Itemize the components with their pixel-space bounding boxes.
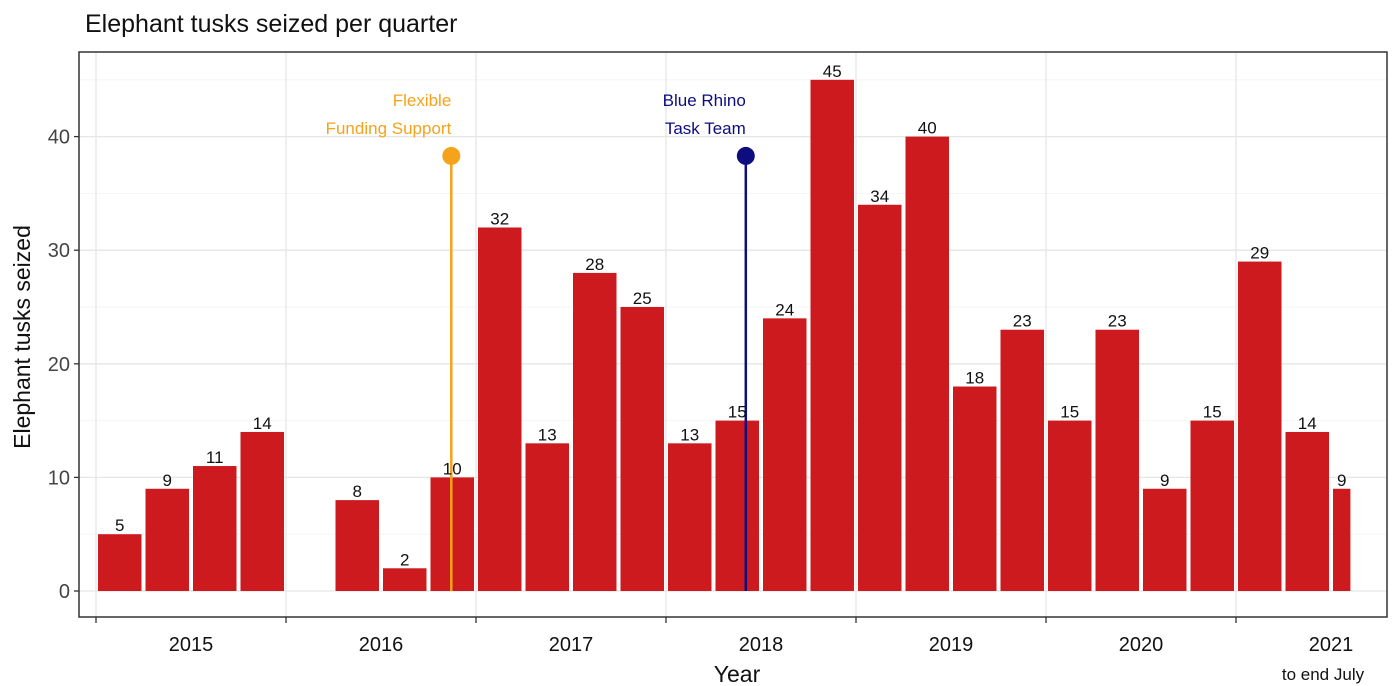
- bar: [145, 488, 189, 591]
- bar-value-label: 18: [965, 369, 984, 388]
- bar-value-label: 9: [163, 471, 172, 490]
- bar: [1095, 329, 1139, 591]
- x-axis-note: to end July: [1282, 665, 1365, 684]
- bar-value-label: 28: [585, 255, 604, 274]
- bar-value-label: 25: [633, 289, 652, 308]
- bar: [383, 568, 427, 591]
- bar-value-label: 5: [115, 516, 124, 535]
- bar: [1048, 420, 1092, 591]
- bar-value-label: 9: [1160, 471, 1169, 490]
- bar: [715, 420, 759, 591]
- bar-value-label: 8: [353, 482, 362, 501]
- x-tick-label: 2015: [169, 634, 214, 656]
- x-axis: 2015 2016 2017 2018 2019 2020 2021: [95, 617, 1354, 656]
- annotation-label: Funding Support: [326, 119, 452, 138]
- bar-value-label: 40: [918, 119, 937, 138]
- y-tick-label: 0: [59, 581, 70, 603]
- bar: [763, 318, 807, 591]
- bar-value-label: 13: [538, 425, 557, 444]
- bar: [1190, 420, 1234, 591]
- y-axis-title: Elephant tusks seized: [9, 225, 35, 449]
- bar: [953, 386, 997, 591]
- bar-value-label: 15: [1060, 403, 1079, 422]
- bar: [1143, 488, 1187, 591]
- y-tick-label: 40: [48, 127, 70, 149]
- bar-value-label: 34: [870, 187, 889, 206]
- bar: [858, 204, 902, 591]
- bar-value-label: 15: [1203, 403, 1222, 422]
- bar: [668, 443, 712, 591]
- bar-value-label: 15: [728, 403, 747, 422]
- annotation-marker: [442, 146, 461, 165]
- bar-value-label: 14: [1298, 414, 1317, 433]
- bar: [193, 466, 237, 591]
- plot-panel-border: [78, 51, 1388, 618]
- bar: [98, 534, 142, 591]
- bar-value-label: 32: [490, 209, 509, 228]
- annotation-marker: [736, 146, 755, 165]
- x-axis-title: Year: [714, 661, 761, 686]
- bar-value-label: 29: [1250, 244, 1269, 263]
- bar-value-label: 13: [680, 425, 699, 444]
- annotation-label: Flexible: [393, 91, 452, 110]
- x-tick-label: 2020: [1119, 634, 1164, 656]
- bar: [905, 136, 949, 591]
- bar: [525, 443, 569, 591]
- chart-title: Elephant tusks seized per quarter: [85, 10, 457, 38]
- y-axis: 0 10 20 30 40: [48, 127, 79, 603]
- x-tick-label: 2018: [739, 634, 784, 656]
- bar: [240, 431, 284, 591]
- bar-value-label: 24: [775, 300, 794, 319]
- bar-value-label: 10: [443, 459, 462, 478]
- bar: [810, 79, 854, 592]
- bar: [478, 227, 522, 592]
- y-tick-label: 10: [48, 467, 70, 489]
- x-tick-label: 2019: [929, 634, 974, 656]
- y-tick-label: 30: [48, 240, 70, 262]
- x-tick-label: 2017: [549, 634, 594, 656]
- annotation-label: Task Team: [665, 119, 746, 138]
- bar-labels: 5 9 11 14 8 2 10 32 13 28 25 13 15 24 45 34 40 18 23 15 23 9 1…: [115, 62, 1346, 569]
- bar: [1238, 261, 1282, 591]
- bars: [98, 79, 1351, 592]
- bar-value-label: 14: [253, 414, 272, 433]
- bar: [1285, 431, 1329, 591]
- bar: [1000, 329, 1044, 591]
- bar: [620, 307, 664, 591]
- bar-value-label: 45: [823, 62, 842, 81]
- annotations: Flexible Funding Support Blue Rhino Task Te…: [326, 91, 755, 591]
- bar: [1333, 488, 1351, 591]
- bar-value-label: 23: [1108, 312, 1127, 331]
- annotation-label: Blue Rhino: [663, 91, 746, 110]
- y-tick-label: 20: [48, 354, 70, 376]
- bar-value-label: 9: [1337, 471, 1346, 490]
- bar-value-label: 11: [206, 448, 224, 467]
- x-tick-label: 2021: [1309, 634, 1354, 656]
- bar-value-label: 2: [400, 550, 409, 569]
- x-tick-label: 2016: [359, 634, 404, 656]
- bar: [335, 500, 379, 591]
- bar-value-label: 23: [1013, 312, 1032, 331]
- bar: [573, 272, 617, 591]
